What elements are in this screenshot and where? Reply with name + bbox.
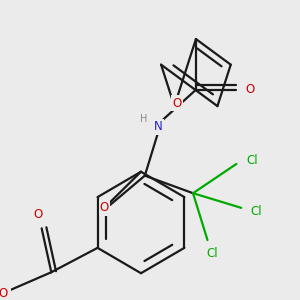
Text: O: O (245, 83, 254, 96)
Text: H: H (140, 114, 148, 124)
Text: O: O (0, 287, 8, 300)
Text: O: O (100, 201, 109, 214)
Text: O: O (33, 208, 42, 221)
Text: Cl: Cl (251, 205, 262, 218)
Text: N: N (154, 120, 163, 133)
Text: O: O (172, 97, 182, 110)
Text: Cl: Cl (206, 247, 218, 260)
Text: Cl: Cl (246, 154, 258, 166)
